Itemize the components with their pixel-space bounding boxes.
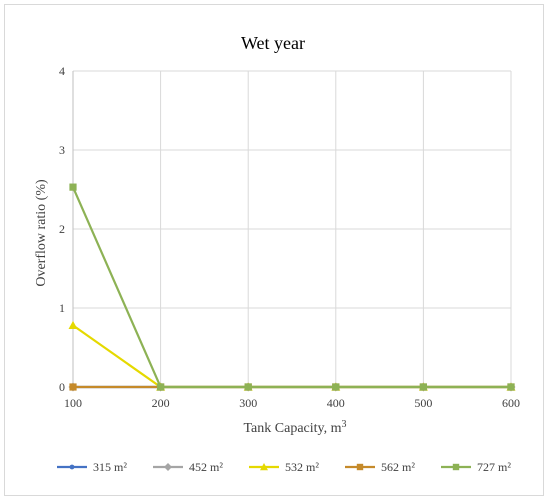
data-point-marker [164,463,172,471]
chart-frame: Wet year 0 1 2 3 4 100 200 300 400 500 600 Overflo… [4,4,544,496]
data-point-marker [356,463,364,471]
x-tick-label: 600 [502,396,520,410]
legend-item: 315 m² [57,460,127,474]
legend: 315 m² 452 m² 532 m² 562 m² 727 m² [57,460,511,474]
legend-item: 452 m² [153,460,223,474]
legend-item: 727 m² [441,460,511,474]
data-point-marker [507,383,515,391]
data-point-marker [157,383,165,391]
data-point-marker [332,383,340,391]
data-point-marker [419,383,427,391]
data-point-marker [69,383,77,391]
data-point-marker [244,383,252,391]
x-tick-label: 100 [64,396,82,410]
y-tick-label: 1 [59,301,65,315]
x-tick-label: 500 [414,396,432,410]
y-tick-label: 2 [59,222,65,236]
tick-labels: 0 1 2 3 4 100 200 300 400 500 600 [59,64,520,410]
data-point-marker [452,463,460,471]
x-tick-label: 300 [239,396,257,410]
y-axis-title: Overflow ratio (%) [34,179,49,287]
data-point-marker [69,183,77,191]
legend-label: 532 m² [285,460,319,474]
x-tick-label: 400 [327,396,345,410]
legend-item: 532 m² [249,460,319,474]
data-point-marker [68,320,78,329]
x-tick-label: 200 [152,396,170,410]
data-point-marker [69,464,75,470]
gridlines [73,70,512,387]
y-tick-label: 4 [59,64,65,78]
series-lines [68,183,516,392]
x-axis-title-main: Tank Capacity, m [243,421,341,436]
legend-item: 562 m² [345,460,415,474]
y-tick-label: 0 [59,380,65,394]
x-axis-title-superscript: 3 [342,419,347,430]
legend-label: 562 m² [381,460,415,474]
chart-title: Wet year [241,33,305,53]
data-point-marker [260,463,268,471]
overflow-ratio-chart: Wet year 0 1 2 3 4 100 200 300 400 500 600 Overflo… [34,33,520,474]
legend-label: 452 m² [189,460,223,474]
legend-label: 315 m² [93,460,127,474]
y-tick-label: 3 [59,143,65,157]
series-line [71,186,511,389]
series-4 [69,183,515,391]
x-axis-title: Tank Capacity, m3 [243,419,346,436]
legend-label: 727 m² [477,460,511,474]
